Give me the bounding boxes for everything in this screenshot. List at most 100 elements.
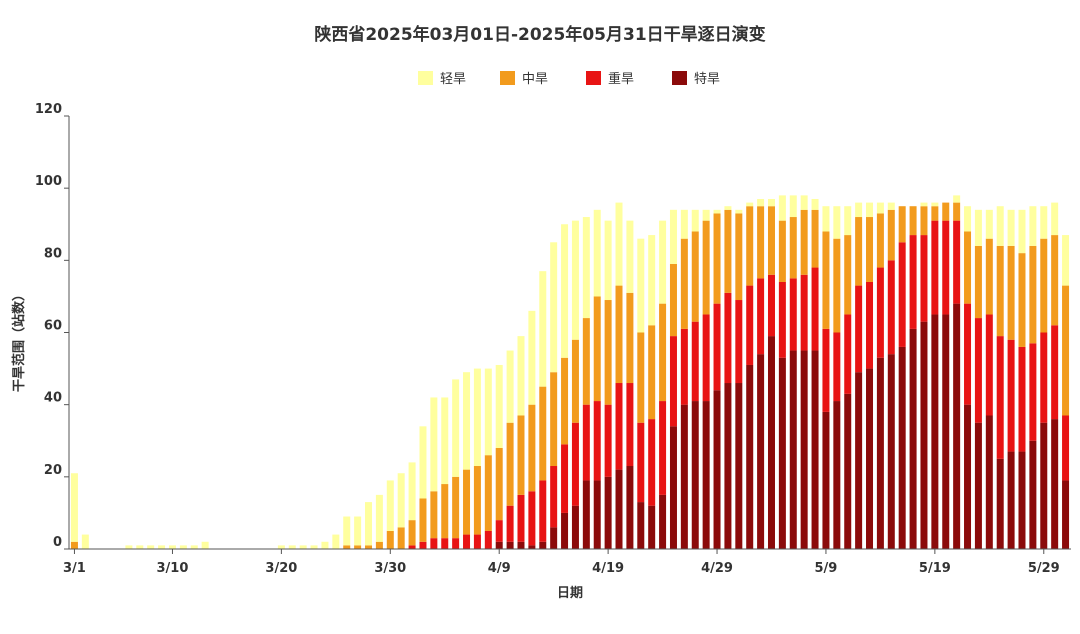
bar-stack-5/15: [887, 202, 895, 549]
bar-中旱-5/14: [876, 213, 884, 268]
bar-重旱-4/24: [659, 401, 667, 495]
legend-item-轻旱[interactable]: 轻旱: [418, 71, 466, 87]
bar-特旱-5/5: [778, 357, 786, 549]
bar-stack-5/27: [1018, 209, 1026, 549]
bar-中旱-4/13: [539, 386, 547, 481]
bar-重旱-5/13: [866, 281, 874, 369]
bar-轻旱-5/18: [920, 202, 928, 207]
bar-中旱-4/17: [582, 318, 590, 405]
bar-轻旱-4/4: [441, 397, 449, 485]
x-tick-label: 3/30: [374, 561, 406, 576]
bar-特旱-5/14: [876, 357, 884, 549]
bar-中旱-3/28: [365, 545, 373, 549]
bar-stack-4/15: [561, 224, 569, 549]
bar-轻旱-5/5: [778, 195, 786, 221]
bar-stack-3/31: [397, 473, 405, 549]
bar-stack-5/7: [800, 195, 808, 549]
bar-中旱-4/11: [517, 415, 525, 495]
bar-中旱-5/27: [1018, 253, 1026, 347]
bar-轻旱-4/15: [561, 224, 569, 358]
bar-轻旱-5/12: [855, 202, 863, 218]
bar-中旱-5/16: [898, 206, 906, 243]
bar-重旱-5/24: [985, 314, 993, 416]
bar-中旱-5/26: [1007, 245, 1015, 340]
bar-重旱-5/19: [931, 220, 939, 315]
bar-中旱-5/2: [746, 206, 754, 286]
bar-中旱-5/24: [985, 238, 993, 315]
bar-stack-5/11: [844, 206, 852, 549]
bar-特旱-4/12: [528, 545, 536, 549]
bar-stack-4/23: [648, 235, 656, 549]
bar-stack-3/28: [365, 502, 373, 549]
chart-title: 陕西省2025年03月01日-2025年05月31日干旱逐日演变: [314, 24, 765, 45]
bar-中旱-5/12: [855, 217, 863, 286]
bar-轻旱-4/9: [495, 364, 503, 448]
bar-stack-3/8: [147, 545, 155, 549]
y-tick-label: 40: [44, 391, 62, 406]
bar-重旱-4/15: [561, 444, 569, 513]
bar-stack-3/13: [201, 541, 209, 549]
bar-stack-5/19: [931, 202, 939, 549]
bar-中旱-4/1: [408, 520, 416, 546]
bar-特旱-5/25: [996, 458, 1004, 549]
legend-label: 轻旱: [440, 72, 466, 87]
bar-重旱-4/28: [702, 314, 710, 402]
bar-轻旱-3/7: [136, 545, 144, 549]
bar-重旱-5/20: [942, 220, 950, 315]
bar-stack-5/12: [855, 202, 863, 549]
bar-stack-5/4: [767, 198, 775, 549]
bar-重旱-5/22: [964, 303, 972, 405]
bar-重旱-5/1: [735, 300, 743, 384]
bar-stack-3/20: [277, 545, 285, 549]
bar-轻旱-4/16: [571, 220, 579, 340]
bar-轻旱-5/28: [1029, 206, 1037, 246]
x-tick-label: 5/9: [815, 561, 838, 576]
bar-轻旱-3/27: [354, 516, 362, 546]
bar-特旱-5/13: [866, 368, 874, 549]
bar-轻旱-5/7: [800, 195, 808, 210]
bar-中旱-5/10: [833, 238, 841, 333]
bar-中旱-4/21: [626, 292, 634, 384]
bar-轻旱-3/2: [81, 534, 89, 549]
bar-特旱-4/18: [593, 480, 601, 549]
y-tick-label: 20: [44, 463, 62, 478]
bar-中旱-4/22: [637, 332, 645, 423]
bar-轻旱-3/8: [147, 545, 155, 549]
bar-重旱-5/25: [996, 336, 1004, 459]
bar-特旱-5/7: [800, 350, 808, 549]
bar-stack-5/24: [985, 209, 993, 549]
bar-stack-4/25: [669, 209, 677, 549]
legend-item-重旱[interactable]: 重旱: [586, 71, 634, 87]
legend-label: 特旱: [694, 72, 720, 87]
bar-轻旱-5/9: [822, 206, 830, 232]
y-axis-label: 干旱范围（站数）: [11, 288, 27, 392]
bar-stack-5/9: [822, 206, 830, 549]
bar-stack-3/12: [190, 545, 198, 549]
bar-中旱-4/24: [659, 303, 667, 402]
bar-stack-3/21: [288, 545, 296, 549]
bar-轻旱-5/15: [887, 202, 895, 210]
bar-stack-5/28: [1029, 206, 1037, 549]
bars-layer: [70, 195, 1070, 550]
bar-特旱-4/13: [539, 541, 547, 549]
bar-重旱-4/29: [713, 303, 721, 391]
bar-重旱-5/30: [1051, 325, 1059, 420]
bar-轻旱-3/29: [375, 494, 383, 542]
bar-stack-5/10: [833, 206, 841, 549]
bar-轻旱-4/19: [604, 220, 612, 301]
legend-item-中旱[interactable]: 中旱: [500, 71, 548, 87]
bar-重旱-5/31: [1062, 415, 1070, 481]
bar-stack-5/29: [1040, 206, 1048, 549]
bar-stack-3/22: [299, 545, 307, 549]
bar-stack-4/21: [626, 220, 634, 549]
bar-特旱-5/3: [757, 354, 765, 549]
legend-item-特旱[interactable]: 特旱: [672, 71, 720, 87]
bar-重旱-4/9: [495, 520, 503, 542]
bar-重旱-5/4: [767, 274, 775, 337]
bar-中旱-5/11: [844, 235, 852, 315]
bar-特旱-5/30: [1051, 419, 1059, 549]
bar-重旱-4/2: [419, 541, 427, 549]
bar-中旱-4/7: [473, 466, 481, 535]
bar-轻旱-4/22: [637, 238, 645, 333]
bar-重旱-4/6: [463, 534, 471, 549]
